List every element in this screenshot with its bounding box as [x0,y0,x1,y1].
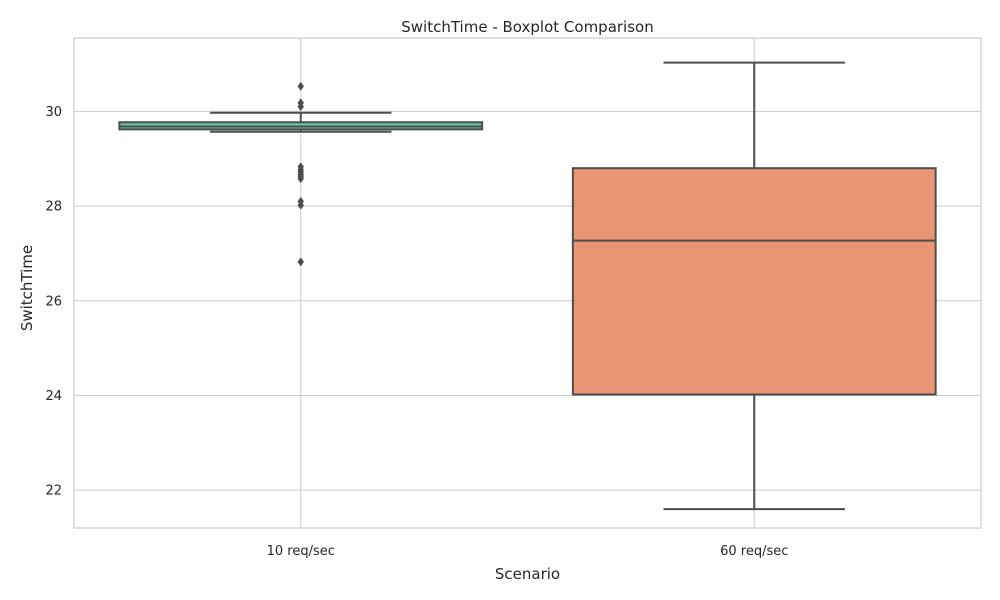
x-tick-label: 10 req/sec [267,544,335,559]
y-axis-label: SwitchTime [18,245,36,331]
outlier-point [297,257,304,267]
x-tick-label: 60 req/sec [720,544,788,559]
y-tick-label: 24 [45,389,62,404]
y-tick-label: 26 [45,294,62,309]
tick-labels: 22 24 26 28 30 10 req/sec 60 req/sec [45,105,788,559]
y-tick-label: 30 [45,105,62,120]
chart-title: SwitchTime - Boxplot Comparison [401,18,653,36]
outlier-point [297,102,304,112]
x-axis-label: Scenario [495,565,560,583]
outlier-point [297,174,304,184]
iqr-box [571,167,937,396]
plot-frame [73,37,982,529]
box-group [571,61,937,511]
y-tick-label: 22 [45,484,62,499]
outlier-point [297,200,304,210]
outlier-point [297,81,304,91]
box-group [118,81,484,267]
y-tick-label: 28 [45,200,62,215]
boxes [118,61,937,511]
